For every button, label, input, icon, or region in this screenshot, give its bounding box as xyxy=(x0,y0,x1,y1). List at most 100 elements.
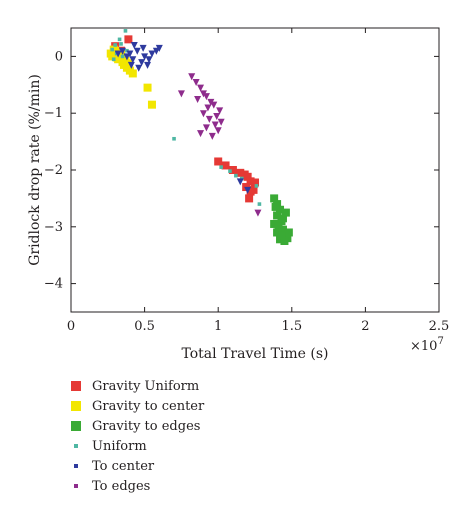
point-to-center xyxy=(114,50,122,58)
y-tick-label: −3 xyxy=(44,220,63,235)
axis-ticks: 0 0.5 1 1.5 2 2.5 0 −1 −2 −3 −4 xyxy=(44,28,450,334)
point-uniform xyxy=(172,136,176,141)
legend-swatch-to-edges xyxy=(74,484,78,488)
point-uniform xyxy=(120,54,125,59)
point-to-center xyxy=(138,59,146,67)
legend-swatch-uniform xyxy=(74,444,78,448)
point-to-center xyxy=(133,47,141,55)
point-to-edges xyxy=(254,209,262,217)
point-to-edges xyxy=(204,104,212,112)
point-uniform xyxy=(219,165,223,169)
legend-label: To center xyxy=(92,458,155,474)
point-uniform xyxy=(113,43,117,47)
point-to-edges xyxy=(213,113,221,121)
y-tick-label: −2 xyxy=(44,163,63,178)
point-gravity-to-edges xyxy=(280,237,289,245)
point-gravity-to-edges xyxy=(281,208,290,217)
point-to-center xyxy=(244,186,252,194)
legend-marker xyxy=(71,401,81,411)
point-gravity-to-edges xyxy=(278,214,287,223)
x-scale-multiplier: ×107 xyxy=(410,336,444,354)
point-gravity-to-center xyxy=(124,59,133,68)
point-gravity-uniform xyxy=(243,172,252,181)
point-gravity-to-edges xyxy=(270,219,279,228)
x-tick-label: 1 xyxy=(214,319,222,334)
point-to-edges xyxy=(217,118,225,126)
y-tick-label: −4 xyxy=(44,277,63,292)
legend-item-to-edges: To edges xyxy=(70,476,330,496)
point-uniform xyxy=(234,173,238,178)
point-gravity-to-center xyxy=(143,83,152,92)
point-to-center xyxy=(119,47,127,55)
point-to-center xyxy=(148,50,156,58)
legend-label: Gravity to edges xyxy=(92,418,201,434)
point-uniform xyxy=(254,184,259,188)
point-gravity-uniform xyxy=(221,161,230,170)
point-to-center xyxy=(126,50,134,58)
point-to-edges xyxy=(192,78,200,86)
point-gravity-uniform xyxy=(251,178,259,187)
legend-swatch-to-center xyxy=(74,464,78,468)
legend-item-gravity-to-edges: Gravity to edges xyxy=(70,416,330,436)
legend-label: Gravity to center xyxy=(92,398,205,414)
legend-marker xyxy=(74,444,78,448)
point-gravity-to-edges xyxy=(276,205,285,214)
point-uniform xyxy=(123,29,128,33)
point-uniform xyxy=(117,37,122,42)
point-uniform xyxy=(119,42,123,46)
point-to-center xyxy=(145,56,153,64)
legend-marker xyxy=(71,421,81,431)
point-gravity-to-edges xyxy=(277,231,286,240)
legend-swatch-gravity-to-edges xyxy=(71,421,81,431)
point-uniform xyxy=(228,169,232,173)
legend-swatch-gravity-to-center xyxy=(71,401,81,411)
point-to-edges xyxy=(202,124,210,132)
x-tick-label: 2.5 xyxy=(429,319,450,334)
x-scale-base: ×10 xyxy=(410,339,437,354)
point-gravity-uniform xyxy=(214,157,223,166)
legend-label: Uniform xyxy=(92,438,147,454)
legend-swatch-gravity-uniform xyxy=(71,381,81,391)
point-to-edges xyxy=(208,132,216,140)
point-to-center xyxy=(144,61,152,69)
point-to-center xyxy=(130,42,138,50)
x-tick-label: 2 xyxy=(361,319,369,334)
legend-marker xyxy=(74,464,78,468)
point-to-center xyxy=(155,44,163,52)
point-gravity-to-center xyxy=(117,49,126,58)
point-to-edges xyxy=(197,84,205,92)
point-gravity-to-edges xyxy=(270,194,279,203)
point-gravity-to-edges xyxy=(284,228,293,237)
point-uniform xyxy=(257,202,262,206)
point-gravity-to-center xyxy=(147,100,156,109)
legend-item-to-center: To center xyxy=(70,456,330,476)
point-to-edges xyxy=(205,115,213,123)
point-to-edges xyxy=(177,90,185,98)
y-tick-label: −1 xyxy=(44,106,63,121)
point-gravity-to-edges xyxy=(273,228,282,237)
point-gravity-uniform xyxy=(124,35,133,44)
point-gravity-to-center xyxy=(112,53,121,62)
legend-item-gravity-to-center: Gravity to center xyxy=(70,396,330,416)
point-to-center xyxy=(236,178,244,186)
legend-label: Gravity Uniform xyxy=(92,378,200,394)
x-scale-exponent: 7 xyxy=(437,336,443,347)
point-uniform xyxy=(110,47,115,52)
data-points xyxy=(106,29,293,245)
point-to-edges xyxy=(216,107,224,115)
point-to-edges xyxy=(211,121,219,129)
point-gravity-uniform xyxy=(245,194,254,203)
x-axis-label: Total Travel Time (s) xyxy=(181,346,328,362)
point-to-edges xyxy=(202,93,210,101)
legend-item-gravity-uniform: Gravity Uniform xyxy=(70,376,330,396)
x-tick-label: 0 xyxy=(67,319,75,334)
legend-marker xyxy=(71,381,81,391)
legend-item-uniform: Uniform xyxy=(70,436,330,456)
legend-marker xyxy=(74,484,78,488)
point-gravity-to-edges xyxy=(271,202,280,211)
point-gravity-to-center xyxy=(108,52,117,61)
point-gravity-to-center xyxy=(128,69,137,78)
y-axis-label: Gridlock drop rate (%/min) xyxy=(27,74,43,266)
x-tick-label: 0.5 xyxy=(134,319,155,334)
